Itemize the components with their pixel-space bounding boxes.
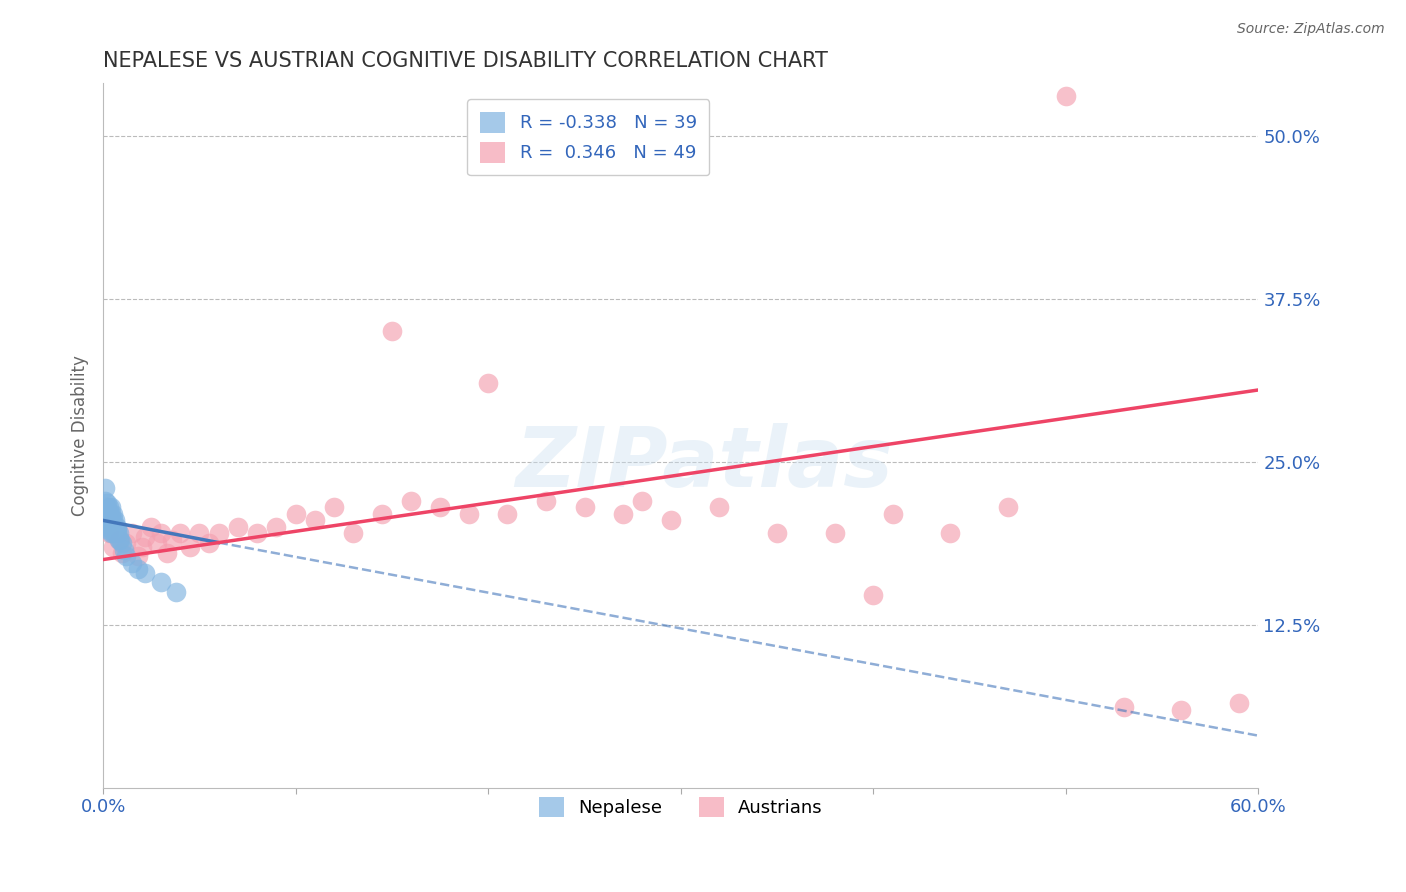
Point: [121, 557, 143, 571]
Point: [371, 507, 394, 521]
Point: [104, 513, 127, 527]
Point: [246, 526, 269, 541]
Point: [709, 500, 731, 515]
Point: [111, 546, 134, 560]
Point: [226, 520, 249, 534]
Point: [141, 520, 163, 534]
Point: [96, 513, 118, 527]
Point: [169, 526, 191, 541]
Point: [105, 520, 128, 534]
Point: [188, 526, 211, 541]
Point: [97, 526, 120, 541]
Point: [105, 523, 128, 537]
Point: [121, 526, 143, 541]
Point: [146, 535, 169, 549]
Point: [1227, 696, 1250, 710]
Point: [342, 526, 364, 541]
Point: [198, 535, 221, 549]
Point: [162, 533, 184, 547]
Point: [100, 500, 122, 515]
Text: NEPALESE VS AUSTRIAN COGNITIVE DISABILITY CORRELATION CHART: NEPALESE VS AUSTRIAN COGNITIVE DISABILIT…: [103, 51, 828, 70]
Point: [284, 507, 307, 521]
Point: [1054, 89, 1077, 103]
Point: [882, 507, 904, 521]
Point: [111, 535, 134, 549]
Point: [149, 574, 172, 589]
Point: [131, 540, 153, 554]
Point: [165, 585, 187, 599]
Point: [134, 566, 156, 580]
Point: [94, 481, 117, 495]
Point: [266, 520, 288, 534]
Point: [94, 493, 117, 508]
Point: [107, 526, 129, 541]
Point: [100, 507, 122, 521]
Text: ZIPatlas: ZIPatlas: [515, 424, 893, 504]
Point: [612, 507, 634, 521]
Point: [1112, 700, 1135, 714]
Point: [97, 507, 120, 521]
Point: [496, 507, 519, 521]
Point: [101, 513, 124, 527]
Text: Source: ZipAtlas.com: Source: ZipAtlas.com: [1237, 22, 1385, 37]
Point: [208, 526, 231, 541]
Point: [112, 543, 135, 558]
Point: [179, 540, 201, 554]
Point: [156, 546, 179, 560]
Point: [381, 324, 404, 338]
Point: [96, 520, 118, 534]
Point: [127, 549, 149, 563]
Point: [96, 496, 118, 510]
Point: [631, 493, 654, 508]
Point: [534, 493, 557, 508]
Point: [101, 520, 124, 534]
Point: [97, 509, 120, 524]
Point: [97, 523, 120, 537]
Point: [115, 549, 138, 563]
Point: [429, 500, 451, 515]
Point: [97, 517, 120, 532]
Point: [824, 526, 846, 541]
Point: [101, 507, 124, 521]
Point: [100, 513, 122, 527]
Point: [399, 493, 422, 508]
Point: [997, 500, 1019, 515]
Point: [127, 562, 149, 576]
Point: [96, 500, 118, 515]
Point: [659, 513, 682, 527]
Point: [101, 540, 124, 554]
Point: [105, 526, 128, 541]
Point: [304, 513, 326, 527]
Point: [1170, 702, 1192, 716]
Point: [104, 520, 127, 534]
Point: [101, 523, 124, 537]
Point: [110, 533, 132, 547]
Point: [766, 526, 789, 541]
Point: [862, 588, 884, 602]
Point: [104, 526, 127, 541]
Point: [323, 500, 346, 515]
Y-axis label: Cognitive Disability: Cognitive Disability: [72, 355, 89, 516]
Point: [939, 526, 962, 541]
Point: [100, 526, 122, 541]
Point: [574, 500, 596, 515]
Point: [115, 535, 138, 549]
Point: [477, 376, 499, 391]
Point: [94, 507, 117, 521]
Point: [458, 507, 481, 521]
Point: [107, 533, 129, 547]
Point: [101, 526, 124, 541]
Point: [134, 530, 156, 544]
Point: [149, 526, 172, 541]
Legend: Nepalese, Austrians: Nepalese, Austrians: [531, 789, 830, 824]
Point: [107, 533, 129, 547]
Point: [97, 500, 120, 515]
Point: [100, 520, 122, 534]
